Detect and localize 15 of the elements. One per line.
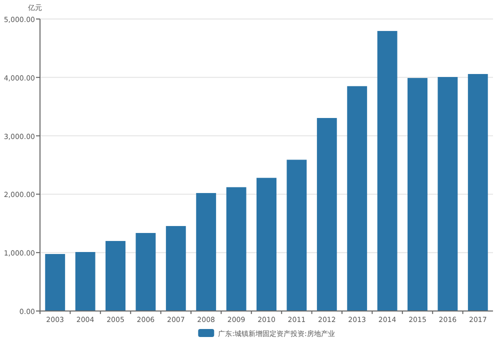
bar: [226, 187, 246, 311]
bar: [286, 160, 307, 311]
bar: [347, 86, 368, 311]
bar: [377, 30, 398, 311]
bar: [45, 254, 66, 311]
bar: [438, 76, 458, 311]
bar: [106, 240, 126, 311]
bar: [166, 226, 186, 311]
bar: [196, 193, 216, 311]
bar: [136, 232, 156, 311]
bar: [256, 178, 276, 311]
bar: [408, 78, 428, 311]
bar: [468, 74, 488, 311]
bar: [75, 252, 96, 311]
bar: [316, 118, 337, 311]
